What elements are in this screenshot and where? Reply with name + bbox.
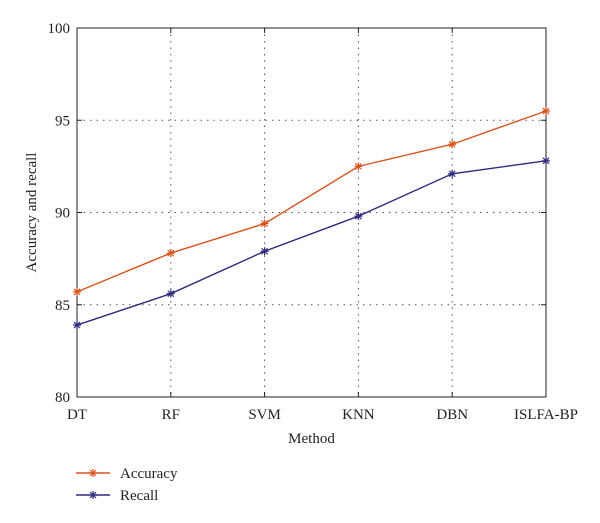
x-axis-title: Method (288, 431, 335, 447)
legend-label-recall: Recall (120, 488, 158, 504)
data-point-recall (260, 247, 269, 256)
data-point-accuracy (260, 219, 269, 228)
x-tick-label: ISLFA-BP (514, 407, 578, 423)
y-tick-label: 85 (55, 298, 70, 314)
legend-item-accuracy: Accuracy (76, 466, 178, 482)
legend-marker-accuracy (89, 469, 97, 477)
series-line-recall (76, 160, 547, 326)
legend-marker-recall (89, 491, 97, 499)
y-tick-label: 95 (55, 113, 70, 129)
data-point-recall (73, 321, 81, 330)
x-tick-label: RF (162, 407, 180, 423)
series-line-accuracy (76, 110, 547, 293)
grid-lines (77, 28, 546, 397)
series-recall (73, 156, 550, 330)
x-axis: DT RF SVM KNN DBN ISLFA-BP (67, 28, 578, 423)
x-tick-label: DBN (436, 407, 468, 423)
legend-label-accuracy: Accuracy (120, 466, 178, 482)
x-tick-label: KNN (342, 407, 375, 423)
y-axis-title: Accuracy and recall (24, 153, 40, 273)
x-tick-label: DT (67, 407, 87, 423)
y-tick-label: 100 (48, 21, 71, 37)
series-layer (73, 107, 550, 330)
data-point-recall (448, 169, 457, 178)
data-point-recall (166, 289, 175, 298)
series-accuracy (73, 107, 550, 296)
data-point-accuracy (166, 249, 175, 258)
x-tick-label: SVM (248, 407, 281, 423)
data-point-recall (542, 156, 550, 165)
data-point-accuracy (542, 107, 550, 116)
y-axis: 80 85 90 95 100 (48, 21, 546, 406)
data-point-recall (354, 212, 363, 221)
data-point-accuracy (73, 287, 81, 296)
legend: Accuracy Recall (76, 466, 178, 504)
data-point-accuracy (448, 140, 457, 149)
data-point-accuracy (354, 162, 363, 171)
y-tick-label: 90 (55, 206, 70, 222)
legend-item-recall: Recall (76, 488, 158, 504)
y-tick-label: 80 (55, 390, 70, 406)
